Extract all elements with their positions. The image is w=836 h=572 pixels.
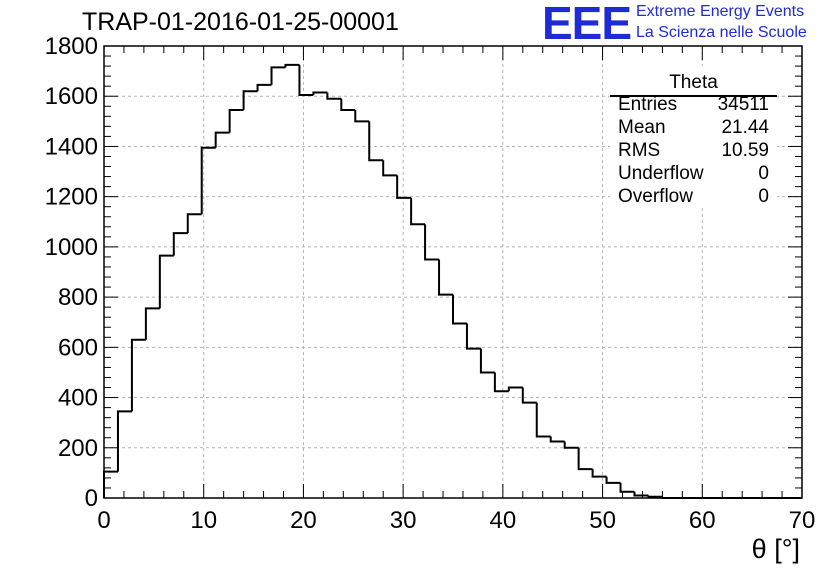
histogram-bin <box>172 232 188 256</box>
y-tick-label: 1400 <box>45 133 98 160</box>
stats-value: 21.44 <box>721 117 769 138</box>
stats-label: RMS <box>618 140 661 161</box>
histogram-bin <box>493 372 509 393</box>
stats-row-underflow: Underflow 0 <box>618 162 769 185</box>
x-tick-label: 30 <box>390 507 417 534</box>
y-tick-label: 1200 <box>45 184 98 211</box>
histogram-bin <box>507 386 523 392</box>
histogram-bin <box>424 224 440 261</box>
histogram-bin <box>647 495 663 498</box>
stats-row-mean: Mean 21.44 <box>618 116 769 139</box>
logo-line-2: La Scienza nelle Scuole <box>636 24 807 41</box>
stats-title: Theta <box>610 72 777 97</box>
histogram-bin <box>214 131 230 148</box>
stats-row-overflow: Overflow 0 <box>618 185 769 208</box>
histogram-bin <box>284 63 300 68</box>
histogram-bin <box>605 476 621 484</box>
histogram-bin <box>312 91 328 95</box>
histogram-bin <box>340 98 356 112</box>
x-tick-label: 20 <box>290 507 317 534</box>
x-tick-label: 40 <box>490 507 517 534</box>
tick-labels: 0 10 20 30 40 50 60 70 0 200 400 600 800 1000 1200 1400… <box>45 33 816 534</box>
stats-value: 34511 <box>717 94 769 115</box>
histogram-bin <box>298 64 314 96</box>
stats-row-rms: RMS 10.59 <box>618 139 769 162</box>
histogram-bin <box>130 338 146 412</box>
x-tick-label: 0 <box>97 507 110 534</box>
histogram-bin <box>368 121 384 162</box>
y-tick-label: 800 <box>58 284 98 311</box>
histogram-bin <box>549 436 565 443</box>
histogram-bin <box>619 482 635 493</box>
histogram-bin <box>521 387 537 404</box>
x-tick-label: 50 <box>589 507 616 534</box>
stats-value: 0 <box>758 186 769 207</box>
logo-line-1: Extreme Energy Events <box>636 3 805 20</box>
histogram-bin <box>591 469 607 478</box>
histogram-bin <box>396 175 412 199</box>
y-tick-label: 1800 <box>45 33 98 60</box>
histogram-bin <box>103 470 118 498</box>
histogram-bin <box>465 323 481 350</box>
histogram-bin <box>326 92 342 100</box>
histogram-bin <box>228 109 244 133</box>
y-tick-label: 1600 <box>45 83 98 110</box>
stats-row-entries: Entries 34511 <box>618 93 769 116</box>
histogram-bin <box>242 90 258 111</box>
histogram-bin <box>200 146 216 215</box>
x-axis-label: θ [°] <box>751 534 800 564</box>
x-tick-label: 70 <box>789 507 816 534</box>
stats-value: 0 <box>758 163 769 184</box>
stats-label: Mean <box>618 117 666 138</box>
stats-label: Entries <box>618 94 678 115</box>
histogram-bin <box>354 110 370 123</box>
histogram-bin <box>479 348 495 374</box>
histogram-bin <box>186 213 202 234</box>
histogram-bin <box>633 491 649 497</box>
histogram-bin <box>382 160 398 177</box>
histogram-bin <box>535 402 551 438</box>
histogram-bin <box>563 441 579 449</box>
plot-frame <box>103 45 803 499</box>
chart-title: TRAP-01-2016-01-25-00001 <box>82 8 399 36</box>
histogram-bin <box>116 410 132 472</box>
stats-label: Overflow <box>618 186 693 207</box>
histogram-bin <box>270 66 286 85</box>
stats-box: Theta Entries 34511 Mean 21.44 RMS 10.59… <box>610 66 777 208</box>
histogram-bin <box>256 83 272 92</box>
histogram-bin <box>144 307 160 340</box>
histogram-bin <box>452 294 467 325</box>
histogram-bin <box>158 254 174 309</box>
histogram-bin <box>438 259 453 296</box>
axis-ticks <box>103 45 803 499</box>
x-tick-label: 10 <box>190 507 217 534</box>
y-tick-label: 400 <box>58 385 98 412</box>
eee-logo: EEE <box>542 0 632 49</box>
y-tick-label: 0 <box>85 485 98 512</box>
histogram-bin <box>577 447 593 471</box>
y-tick-label: 600 <box>58 334 98 361</box>
y-tick-label: 1000 <box>45 234 98 261</box>
stats-value: 10.59 <box>721 140 769 161</box>
histogram-bin <box>410 197 426 226</box>
y-tick-label: 200 <box>58 435 98 462</box>
stats-label: Underflow <box>618 163 704 184</box>
x-tick-label: 60 <box>689 507 716 534</box>
